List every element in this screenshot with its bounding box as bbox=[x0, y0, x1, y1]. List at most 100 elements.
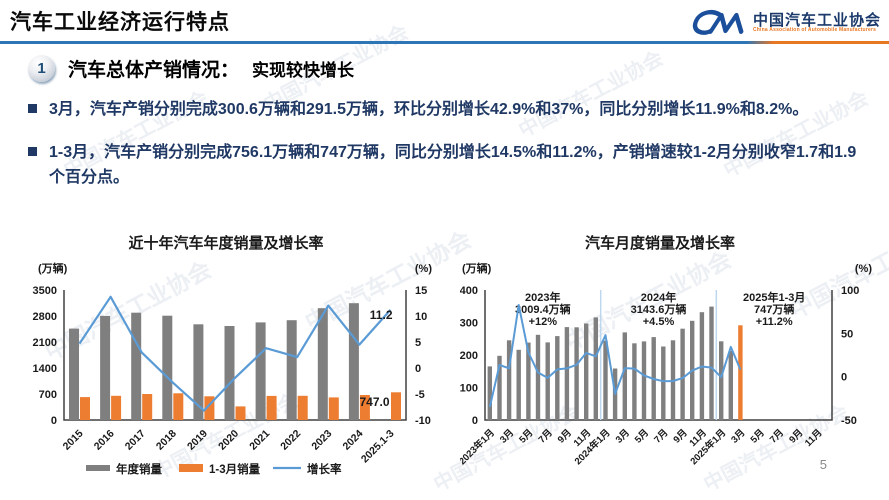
monthly-bar bbox=[526, 342, 531, 420]
left-axis-tick: 400 bbox=[460, 285, 478, 297]
x-tick-label: 9月 bbox=[556, 427, 574, 445]
q1-bar bbox=[391, 392, 401, 420]
legend-q1: 1-3月销量 bbox=[209, 462, 261, 476]
charts-row: 近十年汽车年度销量及增长率 (万辆) (%) 3500 2800 2100 1400 700 0… bbox=[16, 230, 889, 496]
monthly-bar bbox=[661, 346, 666, 420]
year-annotation: 2023年 bbox=[525, 290, 560, 304]
axis-frame bbox=[63, 290, 407, 421]
q1-bar bbox=[297, 395, 308, 420]
legend-growth: 增长率 bbox=[307, 462, 342, 476]
x-tick-label: 5月 bbox=[749, 427, 767, 445]
q1-bar bbox=[328, 397, 339, 420]
monthly-bar bbox=[709, 306, 714, 420]
right-axis-tick: 0 bbox=[415, 363, 421, 375]
x-tick-label: 2018 bbox=[154, 428, 179, 453]
year-annotation: +4.5% bbox=[643, 316, 675, 328]
monthly-bar bbox=[574, 327, 579, 420]
x-tick-label: 7月 bbox=[768, 427, 786, 445]
right-axis-tick: -50 bbox=[841, 415, 857, 427]
monthly-bar bbox=[497, 355, 502, 420]
year-annotation: +12% bbox=[529, 316, 558, 328]
monthly-bar bbox=[738, 325, 743, 420]
growth-line bbox=[488, 304, 742, 408]
annual-bar bbox=[162, 315, 173, 420]
x-tick-label: 2024 bbox=[341, 428, 366, 453]
right-axis-label: (%) bbox=[415, 263, 432, 275]
x-tick-label: 2017 bbox=[123, 428, 148, 453]
x-tick-label: 9月 bbox=[787, 427, 805, 445]
bullet-list: 3月，汽车产销分别完成300.6万辆和291.5万辆，环比分别增长42.9%和3… bbox=[28, 97, 872, 208]
annual-bar bbox=[193, 324, 204, 420]
annual-bar bbox=[69, 328, 79, 420]
bullet-marker bbox=[28, 104, 37, 113]
left-axis-tick: 0 bbox=[472, 415, 478, 427]
page-title: 汽车工业经济运行特点 bbox=[10, 11, 230, 34]
x-tick-label: 5月 bbox=[517, 427, 535, 445]
annual-bar bbox=[317, 308, 328, 420]
bullet-text: 3月，汽车产销分别完成300.6万辆和291.5万辆，环比分别增长42.9%和3… bbox=[49, 101, 809, 118]
logo-org-cn: 中国汽车工业协会 bbox=[752, 11, 881, 29]
right-axis-tick: 0 bbox=[841, 372, 847, 384]
monthly-bar bbox=[593, 317, 598, 420]
x-tick-label: 2015 bbox=[61, 428, 86, 453]
left-axis-label: (万辆) bbox=[462, 261, 492, 275]
x-tick-label: 2020 bbox=[216, 428, 241, 453]
monthly-bar bbox=[632, 343, 637, 420]
x-tick-label: 2023年1月 bbox=[460, 427, 497, 468]
section-number-badge: 1 bbox=[28, 55, 55, 82]
line-end-label: 11.2 bbox=[370, 308, 393, 322]
left-axis-tick: 700 bbox=[39, 389, 57, 401]
right-axis-tick: 15 bbox=[415, 285, 427, 297]
section-subtitle: 实现较快增长 bbox=[252, 61, 355, 80]
legend-annual: 年度销量 bbox=[116, 462, 162, 476]
year-annotation: 747万辆 bbox=[754, 302, 794, 316]
right-axis-label: (%) bbox=[855, 263, 872, 275]
growth-line bbox=[78, 295, 392, 412]
section-title: 汽车总体产销情况： bbox=[68, 60, 240, 81]
right-axis-tick: 100 bbox=[841, 285, 859, 297]
q1-bar bbox=[142, 394, 153, 420]
monthly-bar bbox=[603, 340, 608, 420]
year-annotation: +11.2% bbox=[756, 316, 793, 328]
caam-logo: 中国汽车工业协会 China Association of Automobile… bbox=[692, 7, 881, 39]
monthly-bar bbox=[535, 334, 541, 420]
annual-bar bbox=[224, 326, 235, 420]
monthly-sales-chart: 汽车月度销量及增长率 (万辆) (%) 400 300 200 100 0 100 50 0 -50 2… bbox=[460, 234, 872, 468]
x-tick-label: 2022 bbox=[278, 428, 303, 453]
right-axis-tick: -10 bbox=[415, 415, 431, 427]
bullet-marker bbox=[28, 146, 37, 156]
monthly-bar bbox=[506, 340, 512, 420]
page-number: 5 bbox=[819, 457, 827, 472]
monthly-bar bbox=[719, 341, 724, 420]
x-tick-label: 3月 bbox=[498, 427, 516, 445]
left-axis-tick: 0 bbox=[51, 415, 57, 427]
q1-bar bbox=[111, 395, 122, 420]
x-tick-label: 3月 bbox=[729, 427, 747, 445]
q1-bar bbox=[204, 396, 215, 420]
right-axis-tick: 50 bbox=[841, 328, 853, 340]
q1-bar bbox=[359, 395, 370, 420]
x-tick-label: 2023 bbox=[309, 428, 334, 453]
year-annotation: 2024年 bbox=[641, 290, 676, 304]
year-annotation: 3143.6万辆 bbox=[631, 302, 687, 316]
left-axis-tick: 3500 bbox=[33, 285, 57, 297]
year-annotation: 3009.4万辆 bbox=[515, 302, 571, 316]
monthly-bar bbox=[516, 349, 521, 420]
q1-bar bbox=[235, 406, 246, 420]
axis-frame bbox=[484, 290, 833, 421]
left-axis-label: (万辆) bbox=[38, 261, 68, 275]
x-tick-label: 7月 bbox=[652, 427, 670, 445]
annual-bar bbox=[286, 320, 297, 420]
monthly-bar bbox=[622, 332, 627, 420]
annual-bar bbox=[255, 322, 266, 420]
annual-bar bbox=[131, 312, 142, 420]
monthly-bar bbox=[641, 341, 647, 420]
monthly-bar bbox=[728, 350, 733, 420]
q1-bar bbox=[266, 395, 277, 420]
x-tick-label: 2025.1-3 bbox=[359, 428, 397, 466]
bullet-item: 3月，汽车产销分别完成300.6万辆和291.5万辆，环比分别增长42.9%和3… bbox=[28, 97, 872, 123]
annual-sales-chart: 近十年汽车年度销量及增长率 (万辆) (%) 3500 2800 2100 1400 700 0… bbox=[33, 234, 433, 476]
caam-logo-mark bbox=[692, 10, 744, 35]
bullet-item: 1-3月，汽车产销分别完成756.1万辆和747万辆，同比分别增长14.5%和1… bbox=[28, 140, 872, 191]
